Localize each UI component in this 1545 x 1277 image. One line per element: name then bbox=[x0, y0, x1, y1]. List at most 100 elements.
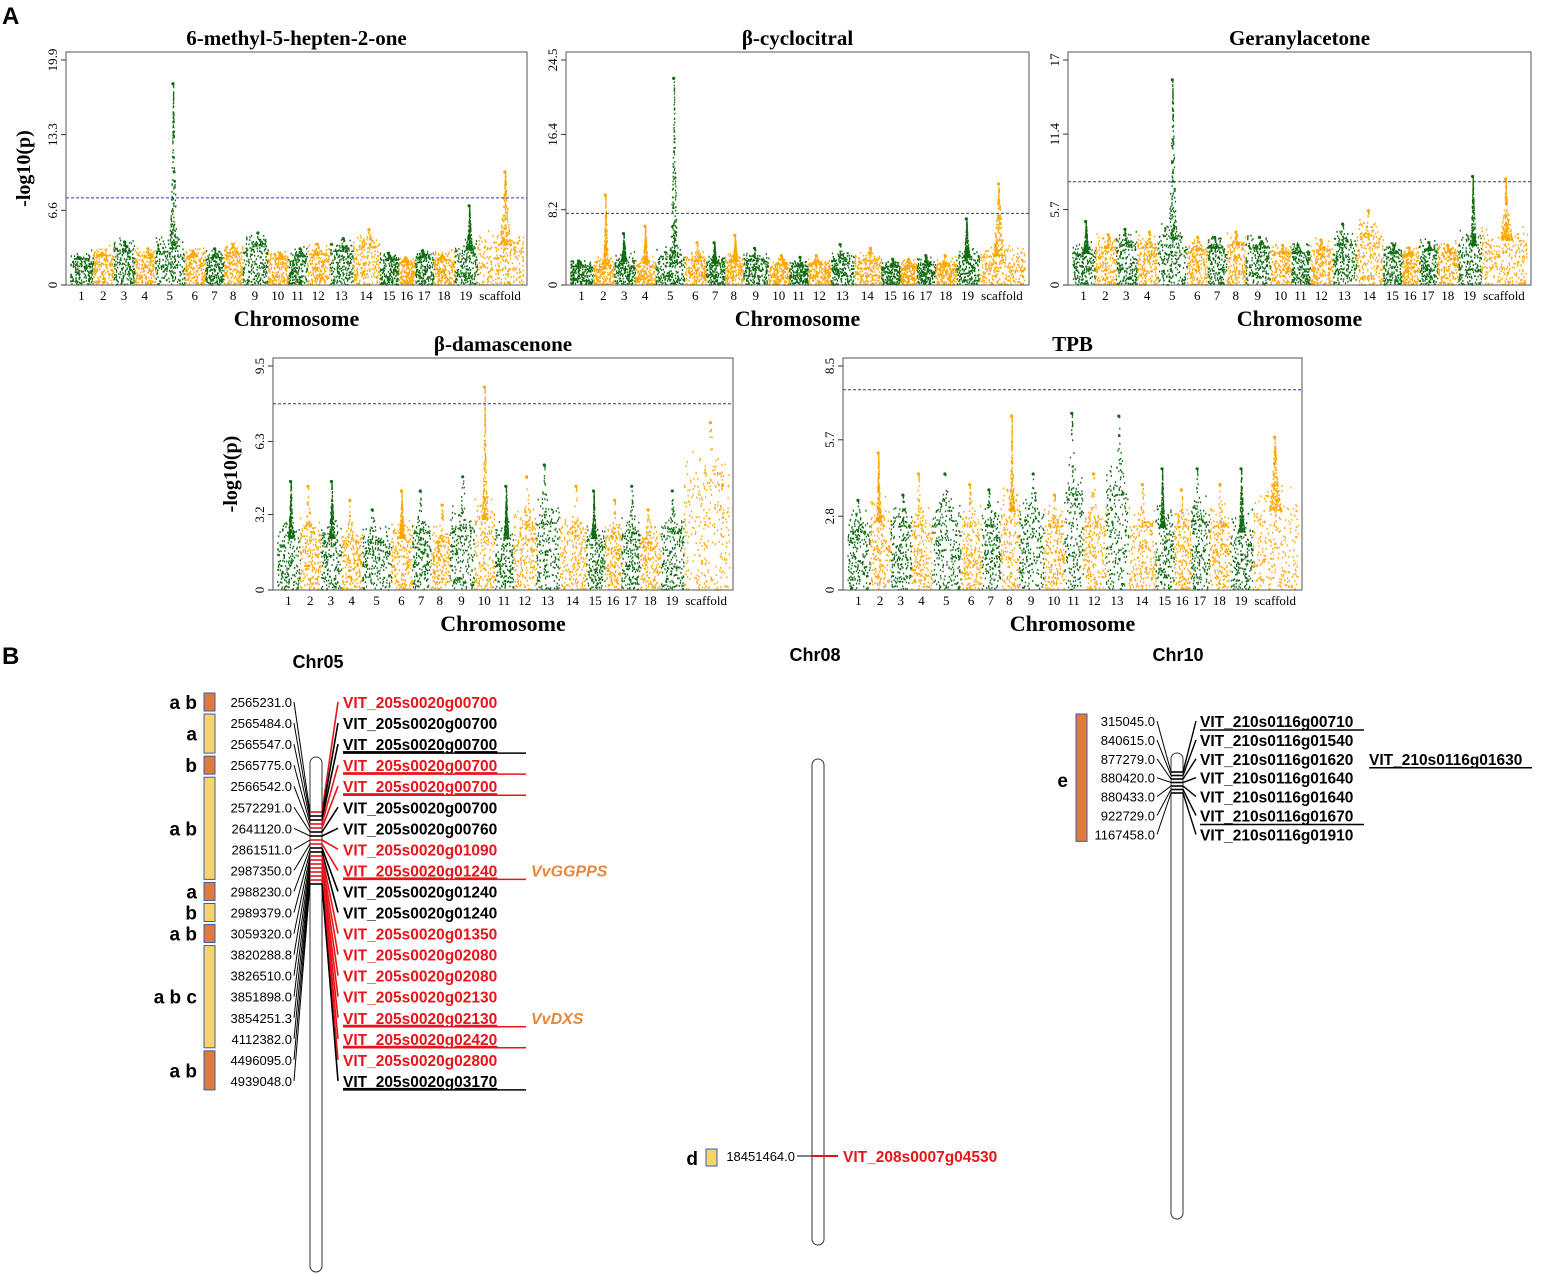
chromosome-name: Chr05 bbox=[292, 652, 343, 672]
peak-point bbox=[733, 233, 737, 237]
gene-connector bbox=[1182, 739, 1197, 776]
gene-connector bbox=[1182, 777, 1197, 784]
marker-connector bbox=[293, 827, 311, 837]
plot-frame bbox=[842, 357, 1303, 591]
marker-position: 2989379.0 bbox=[231, 906, 292, 921]
gene-label: VIT_205s0020g00700 bbox=[343, 758, 497, 775]
peak-point bbox=[621, 232, 626, 236]
peak-point bbox=[1471, 174, 1475, 179]
group-label: d bbox=[686, 1149, 698, 1170]
marker-connector bbox=[293, 701, 311, 813]
data-point-cloud bbox=[900, 259, 918, 286]
group-box bbox=[203, 713, 216, 754]
data-point-cloud bbox=[92, 244, 115, 286]
x-tick-label: 9 bbox=[252, 288, 259, 303]
peak-point bbox=[1195, 467, 1199, 471]
group-label: a b bbox=[170, 819, 197, 840]
data-point-cloud bbox=[932, 474, 962, 591]
data-point-cloud bbox=[1310, 237, 1334, 286]
peak-point bbox=[1239, 467, 1243, 471]
gene-connector bbox=[321, 847, 339, 892]
gene-label: VIT_205s0020g02800 bbox=[343, 1053, 497, 1070]
peak-point bbox=[1117, 414, 1121, 418]
y-tick-label: 19.9 bbox=[45, 49, 60, 72]
gene-label: VIT_210s0116g01910 bbox=[1200, 827, 1353, 844]
x-tick-label: 4 bbox=[642, 288, 649, 303]
data-point-cloud bbox=[916, 255, 937, 286]
peak-point bbox=[1160, 467, 1164, 471]
plot-frame bbox=[65, 51, 528, 286]
gene-label: VIT_205s0020g02130 bbox=[343, 990, 497, 1007]
gene-label: VIT_210s0116g01670 bbox=[1200, 809, 1353, 826]
x-tick-label: scaffold bbox=[479, 288, 521, 303]
gene-connector bbox=[1182, 792, 1197, 835]
y-tick-label: 0 bbox=[822, 587, 837, 594]
gene-label: VIT_205s0020g00700 bbox=[343, 737, 497, 754]
x-tick-label: 4 bbox=[1144, 288, 1151, 303]
data-point-cloud bbox=[391, 491, 414, 591]
manhattan-plots: 1 2 3 4 5 6 7 8 9 10 11 12 13 14 15 16 17 18 19 scaffold06.… bbox=[13, 26, 1532, 636]
x-tick-label: 3 bbox=[328, 593, 335, 608]
peak-point bbox=[603, 193, 607, 197]
x-axis-label: Chromosome bbox=[1237, 306, 1363, 331]
x-tick-label: 16 bbox=[400, 288, 414, 303]
x-tick-label: 8 bbox=[230, 288, 237, 303]
peak-point bbox=[1070, 411, 1074, 415]
chromosome-chr05: Chr05 2565231.0 VIT_205s0020g00700 2565484.… bbox=[154, 652, 608, 1273]
x-tick-label: scaffold bbox=[1483, 288, 1525, 303]
x-tick-label: 3 bbox=[1123, 288, 1130, 303]
marker-position: 315045.0 bbox=[1101, 714, 1155, 729]
x-tick-label: 7 bbox=[1214, 288, 1221, 303]
data-point-cloud bbox=[614, 233, 636, 286]
peak-point bbox=[906, 257, 911, 261]
data-point-cloud bbox=[1128, 484, 1157, 591]
x-tick-label: 15 bbox=[383, 288, 396, 303]
data-point-cloud bbox=[870, 452, 892, 590]
group-label: a b c bbox=[154, 988, 198, 1009]
data-point-cloud bbox=[1356, 210, 1385, 286]
group-label: a bbox=[186, 725, 197, 746]
group-box bbox=[203, 945, 216, 1049]
x-tick-label: 3 bbox=[621, 288, 628, 303]
data-point-cloud bbox=[299, 488, 322, 591]
gene-connector bbox=[321, 855, 339, 934]
y-tick-label: 3.2 bbox=[252, 506, 267, 522]
gene-annotation: VvDXS bbox=[531, 1011, 584, 1028]
gene-connector bbox=[321, 806, 339, 833]
x-axis-label: Chromosome bbox=[234, 306, 360, 331]
peak-point bbox=[672, 76, 676, 80]
gene-label: VIT_210s0116g00710 bbox=[1200, 714, 1353, 731]
peak-point bbox=[1296, 243, 1300, 247]
data-point-cloud bbox=[352, 228, 381, 286]
gene-label: VIT_205s0020g03170 bbox=[343, 1074, 497, 1091]
data-point-cloud bbox=[621, 490, 641, 591]
data-point-cloud bbox=[890, 495, 913, 591]
marker-position: 1167458.0 bbox=[1095, 827, 1156, 842]
marker-connector bbox=[293, 806, 311, 833]
group-label: a b bbox=[170, 925, 197, 946]
x-tick-label: 4 bbox=[918, 593, 925, 608]
data-point-cloud bbox=[807, 256, 832, 286]
peak-point bbox=[591, 489, 596, 493]
data-point-cloud bbox=[1190, 470, 1211, 591]
gene-connector bbox=[321, 701, 339, 813]
y-tick-label: 5.7 bbox=[822, 431, 837, 448]
gene-connector bbox=[321, 743, 339, 821]
data-point-cloud bbox=[1209, 484, 1231, 590]
peak-point bbox=[1009, 414, 1014, 418]
group-box bbox=[203, 881, 216, 901]
x-tick-label: 1 bbox=[285, 593, 292, 608]
data-point-cloud bbox=[634, 225, 657, 286]
peak-point bbox=[440, 503, 444, 507]
peak-point bbox=[987, 488, 991, 492]
data-point-cloud bbox=[320, 481, 343, 591]
peak-point bbox=[1084, 219, 1088, 224]
x-tick-label: 16 bbox=[606, 593, 620, 608]
x-tick-label: 9 bbox=[458, 593, 465, 608]
data-point-cloud bbox=[1155, 467, 1175, 591]
group-box bbox=[203, 903, 216, 922]
marker-position: 2565484.0 bbox=[231, 716, 292, 731]
x-tick-label: 7 bbox=[712, 288, 719, 303]
data-point-cloud bbox=[1291, 242, 1312, 286]
peak-point bbox=[1366, 209, 1370, 213]
